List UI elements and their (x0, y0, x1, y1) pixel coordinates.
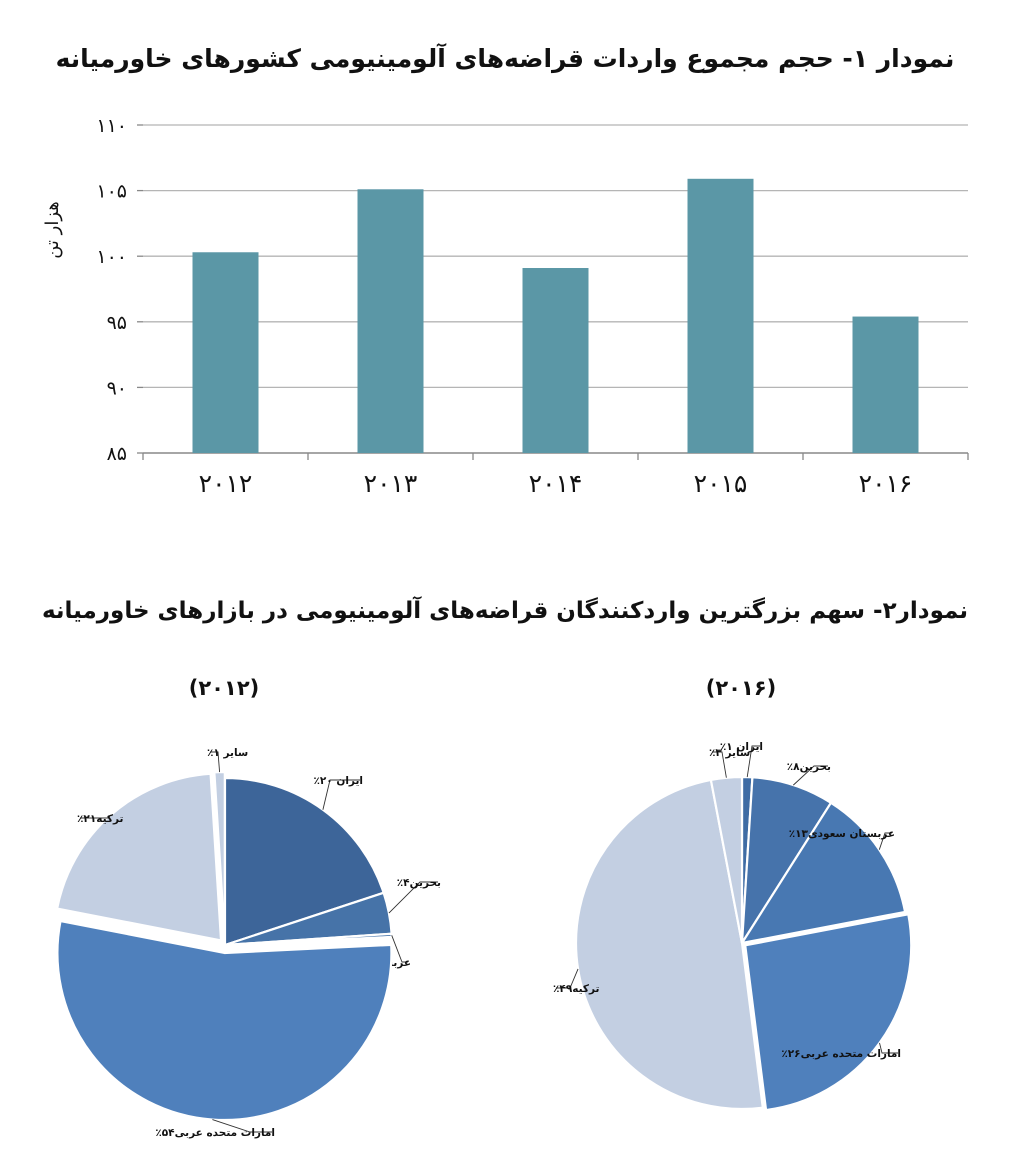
leader-line (792, 765, 828, 786)
pie-2012-subtitle: (۲۰۱۲) (188, 676, 260, 700)
pie-chart-2012: ایران ۲۰٪بحرین۴٪عربستان سعودی۰٪امارات مت… (56, 747, 441, 1139)
y-tick-label: ۱۰۰ (96, 246, 127, 268)
leader-line (879, 1042, 898, 1054)
pie-slice (740, 801, 907, 945)
pie-slice (223, 776, 385, 947)
pie-slice (744, 913, 913, 1112)
pie-slice (213, 770, 226, 941)
x-tick-label: ۲۰۱۵ (694, 469, 748, 498)
pie-slice (56, 919, 393, 1122)
y-tick-label: ۸۵ (107, 443, 127, 465)
x-tick-label: ۲۰۱۲ (199, 469, 253, 498)
leader-line (746, 745, 760, 778)
x-tick-label: ۲۰۱۶ (859, 469, 913, 498)
leader-line (878, 832, 892, 850)
pie-label: سایر ۱٪ (207, 747, 248, 759)
bar (357, 189, 424, 453)
y-tick-label: ۹۰ (107, 377, 127, 399)
pie-label: امارات متحده عربی۵۴٪ (155, 1127, 275, 1139)
pie-label: ایران ۱٪ (720, 741, 763, 753)
leader-line (391, 935, 408, 963)
pie-slice (223, 932, 393, 947)
leader-line (712, 751, 727, 778)
y-tick-label: ۱۱۰ (96, 115, 127, 137)
leader-line (210, 751, 221, 773)
pie-label: ترکیه۴۹٪ (553, 983, 600, 995)
pie-label: بحرین۴٪ (397, 877, 441, 889)
bar (192, 252, 259, 453)
pie-label: بحرین۸٪ (787, 761, 831, 773)
x-tick-label: ۲۰۱۴ (529, 469, 583, 498)
y-axis-label: هزار تن (42, 201, 63, 259)
leader-line (322, 779, 360, 810)
x-tick-label: ۲۰۱۳ (364, 469, 418, 498)
pie-label: سایر ۳٪ (709, 747, 750, 759)
bar-chart-title: نمودار ۱- حجم مجموع واردات قراضه‌های آلو… (55, 44, 955, 73)
pie-label: ایران ۲۰٪ (313, 775, 363, 787)
bar-chart: ۱۱۰ ۱۰۵ ۱۰۰ ۹۵ ۹۰ ۸۵ ۲۰۱۲ ۲۰۱۳ ۲۰۱۴ ۲۰۱۵ ۲۰۱۶ هزار … (42, 115, 969, 498)
leader-line (388, 881, 438, 914)
pie-label: عربستان سعودی۱۳٪ (789, 828, 895, 840)
pie-label: ترکیه۲۱٪ (77, 813, 124, 825)
y-tick-label: ۱۰۵ (96, 181, 127, 203)
pie-charts-title: نمودار۲- سهم بزرگترین واردکنندگان قراضه‌… (41, 598, 969, 624)
y-tick-label: ۹۵ (107, 312, 127, 334)
leader-line (556, 968, 579, 989)
leader-line (80, 814, 112, 819)
bar (522, 268, 589, 453)
pie-label: امارات متحده عربی۲۶٪ (781, 1048, 901, 1060)
pie-2016-subtitle: (۲۰۱۶) (705, 676, 777, 700)
bar (852, 316, 919, 453)
pie-slice (574, 778, 764, 1111)
bar (687, 178, 754, 454)
leader-line (212, 1119, 272, 1133)
